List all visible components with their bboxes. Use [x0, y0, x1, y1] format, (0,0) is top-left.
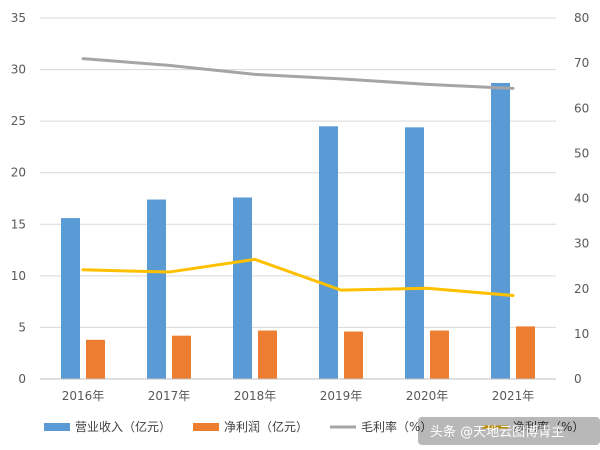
watermark-backdrop — [418, 417, 600, 445]
gross-margin-line — [81, 57, 515, 90]
y-right-tick-label: 50 — [574, 146, 589, 160]
gridlines — [40, 17, 556, 328]
net-profit-bar — [172, 335, 191, 379]
legend-label: 净利润（亿元） — [224, 419, 308, 434]
x-tick-label: 2020年 — [406, 389, 449, 403]
legend-label: 毛利率（%） — [361, 419, 432, 434]
revenue-bar — [405, 127, 424, 380]
net-profit-bar — [86, 339, 105, 379]
y-right-tick-label: 0 — [574, 372, 582, 386]
x-tick-label: 2017年 — [148, 389, 191, 403]
y-left-tick-label: 25 — [11, 114, 26, 128]
y-right-tick-label: 70 — [574, 56, 589, 70]
bars — [61, 82, 535, 380]
net-margin-line — [81, 257, 515, 298]
y-left-tick-label: 5 — [18, 320, 26, 334]
watermark-text: 头条 @天地云图博青主 — [430, 424, 564, 440]
legend-swatch-revenue — [44, 423, 70, 431]
lines — [81, 57, 515, 298]
y-left-tick-label: 20 — [11, 166, 26, 180]
revenue-bar — [233, 197, 252, 379]
net-profit-bar — [344, 331, 363, 379]
y-right-tick-label: 10 — [574, 327, 589, 341]
x-tick-label: 2016年 — [62, 389, 105, 403]
y-left-tick-label: 0 — [18, 372, 26, 386]
y-right-tick-label: 20 — [574, 282, 589, 296]
legend-label: 净利率（%） — [513, 419, 584, 434]
legend-swatch-net-profit — [193, 423, 219, 431]
revenue-bar — [147, 199, 166, 379]
watermark: 头条 @天地云图博青主 — [418, 417, 600, 445]
axes: 0 5 10 15 20 25 30 35 0 10 20 30 40 50 60 70 80 2016年 2017… — [11, 11, 590, 403]
x-tick-label: 2019年 — [320, 389, 363, 403]
revenue-bar — [61, 218, 80, 379]
y-left-tick-label: 15 — [11, 217, 26, 231]
net-profit-bar — [258, 330, 277, 379]
y-right-tick-label: 60 — [574, 101, 589, 115]
legend-label: 营业收入（亿元） — [75, 419, 171, 434]
revenue-bar — [491, 82, 510, 379]
legend: 营业收入（亿元） 净利润（亿元） 毛利率（%） 净利率（%） — [44, 419, 584, 434]
x-tick-label: 2018年 — [234, 389, 277, 403]
revenue-bar — [319, 126, 338, 379]
y-right-tick-label: 30 — [574, 237, 589, 251]
y-right-tick-label: 40 — [574, 192, 589, 206]
y-left-tick-label: 30 — [11, 63, 26, 77]
net-profit-bar — [516, 326, 535, 379]
y-right-tick-label: 80 — [574, 11, 589, 25]
x-tick-label: 2021年 — [492, 389, 535, 403]
net-profit-bar — [430, 330, 449, 379]
y-left-tick-label: 10 — [11, 269, 26, 283]
y-left-tick-label: 35 — [11, 11, 26, 25]
